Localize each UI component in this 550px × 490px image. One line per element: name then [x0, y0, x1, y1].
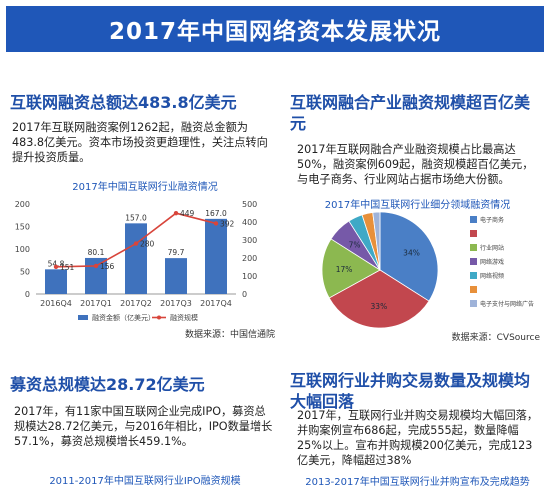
legend-swatch [470, 244, 477, 251]
x-tick-label: 2017Q2 [120, 299, 152, 308]
y-right-tick-label: 300 [242, 236, 257, 245]
y-left-tick-label: 100 [15, 245, 30, 254]
bar [165, 258, 187, 294]
line-point [53, 264, 59, 270]
y-left-tick-label: 200 [15, 200, 30, 209]
ipo-paragraph: 2017年，有11家中国互联网企业完成IPO，募资总规模达28.72亿美元，与2… [14, 405, 273, 448]
financing-source: 数据来源：中国信通院 [184, 330, 275, 340]
legend-swatch-bar [78, 315, 88, 320]
industry-source: 数据来源：CVSource [451, 333, 540, 343]
x-tick-label: 2017Q4 [200, 299, 232, 308]
ipo-title: 募资总规模达28.72亿美元 [10, 375, 205, 394]
legend-swatch [470, 230, 477, 237]
legend-label-line: 融资规模 [170, 313, 198, 322]
banner: 2017年中国网络资本发展状况 [0, 0, 550, 58]
line-point [173, 210, 179, 216]
industry-title: 互联网融合产业融资规模超百亿美元 [290, 93, 531, 133]
pie-slice [372, 211, 381, 271]
pie-slice-label: 34% [403, 249, 420, 258]
line-value-label: 151 [60, 263, 75, 272]
line-value-label: 449 [180, 209, 195, 218]
financing-title: 互联网融资总额达483.8亿美元 [10, 93, 237, 112]
bar-value-label: 157.0 [125, 213, 147, 222]
mna-paragraph: 2017年，互联网行业并购交易规模均大幅回落，并购案例宣布686起，完成555起… [297, 409, 539, 467]
line-point [213, 221, 219, 226]
pie-slice [321, 238, 381, 299]
y-right-tick-label: 500 [242, 200, 257, 209]
line-point [133, 241, 139, 246]
legend-swatch [470, 258, 477, 265]
legend-swatch-dot [157, 315, 161, 320]
legend-swatch [470, 216, 477, 223]
x-tick-label: 2016Q4 [40, 299, 72, 308]
legend-label-bar: 融资金额（亿美元） [92, 313, 155, 322]
mna-chart-title: 2013-2017年中国互联网行业并购宣布及完成趋势 [305, 477, 530, 488]
bar-value-label: 80.1 [88, 248, 105, 257]
y-right-tick-label: 400 [242, 218, 257, 227]
line-value-label: 156 [100, 262, 115, 271]
x-tick-label: 2017Q3 [160, 299, 192, 308]
legend-label: 电子商务 [480, 216, 504, 224]
y-left-tick-label: 150 [15, 223, 30, 232]
y-right-tick-label: 200 [242, 254, 257, 263]
bar [45, 269, 67, 294]
y-left-tick-label: 0 [25, 290, 30, 299]
banner-box: 2017年中国网络资本发展状况 [6, 6, 544, 52]
financing-chart-title: 2017年中国互联网行业融资情况 [72, 182, 218, 193]
financing-paragraph: 2017年互联网融资案例1262起，融资总金额为483.8亿美元。资本市场投资更… [12, 121, 268, 164]
legend-label: 电子支付与网络广告 [480, 300, 534, 308]
legend-swatch [470, 300, 477, 307]
y-right-tick-label: 0 [242, 290, 247, 299]
industry-paragraph: 2017年互联网融合产业融资规模占比最高达50%，融资案例609起，融资规模超百… [297, 143, 534, 186]
pie-slice-label: 17% [336, 265, 353, 274]
y-right-tick-label: 100 [242, 272, 257, 281]
industry-chart-title: 2017年中国互联网行业细分领域融资情况 [324, 200, 511, 211]
pie-slice-label: 33% [371, 302, 388, 311]
pie-slice-label: 7% [349, 241, 361, 250]
bar [85, 257, 107, 294]
line-point [93, 263, 99, 269]
legend-swatch [470, 286, 477, 293]
ipo-chart-title: 2011-2017年中国互联网行业IPO融资规模 [49, 476, 241, 487]
bar-value-label: 79.7 [168, 248, 185, 257]
y-left-tick-label: 50 [20, 268, 30, 277]
mna-title: 互联网行业并购交易数量及规模均大幅回落 [290, 371, 531, 411]
bar [125, 223, 147, 294]
bar [205, 218, 227, 294]
legend-label: 网络视频 [480, 272, 504, 280]
page-title: 2017年中国网络资本发展状况 [108, 19, 441, 45]
legend-label: 网络游戏 [480, 258, 504, 266]
legend-label: 行业网站 [480, 244, 504, 252]
financing-chart: 0 50 100 150 200 0 100 200 300 400 500 54.8 80.1 157.… [15, 200, 258, 322]
line-value-label: 392 [220, 219, 235, 228]
legend-swatch [470, 272, 477, 279]
bar-value-label: 54.8 [48, 259, 65, 268]
x-tick-label: 2017Q1 [80, 299, 112, 308]
bar-value-label: 167.0 [205, 209, 227, 218]
line-value-label: 280 [140, 240, 155, 249]
